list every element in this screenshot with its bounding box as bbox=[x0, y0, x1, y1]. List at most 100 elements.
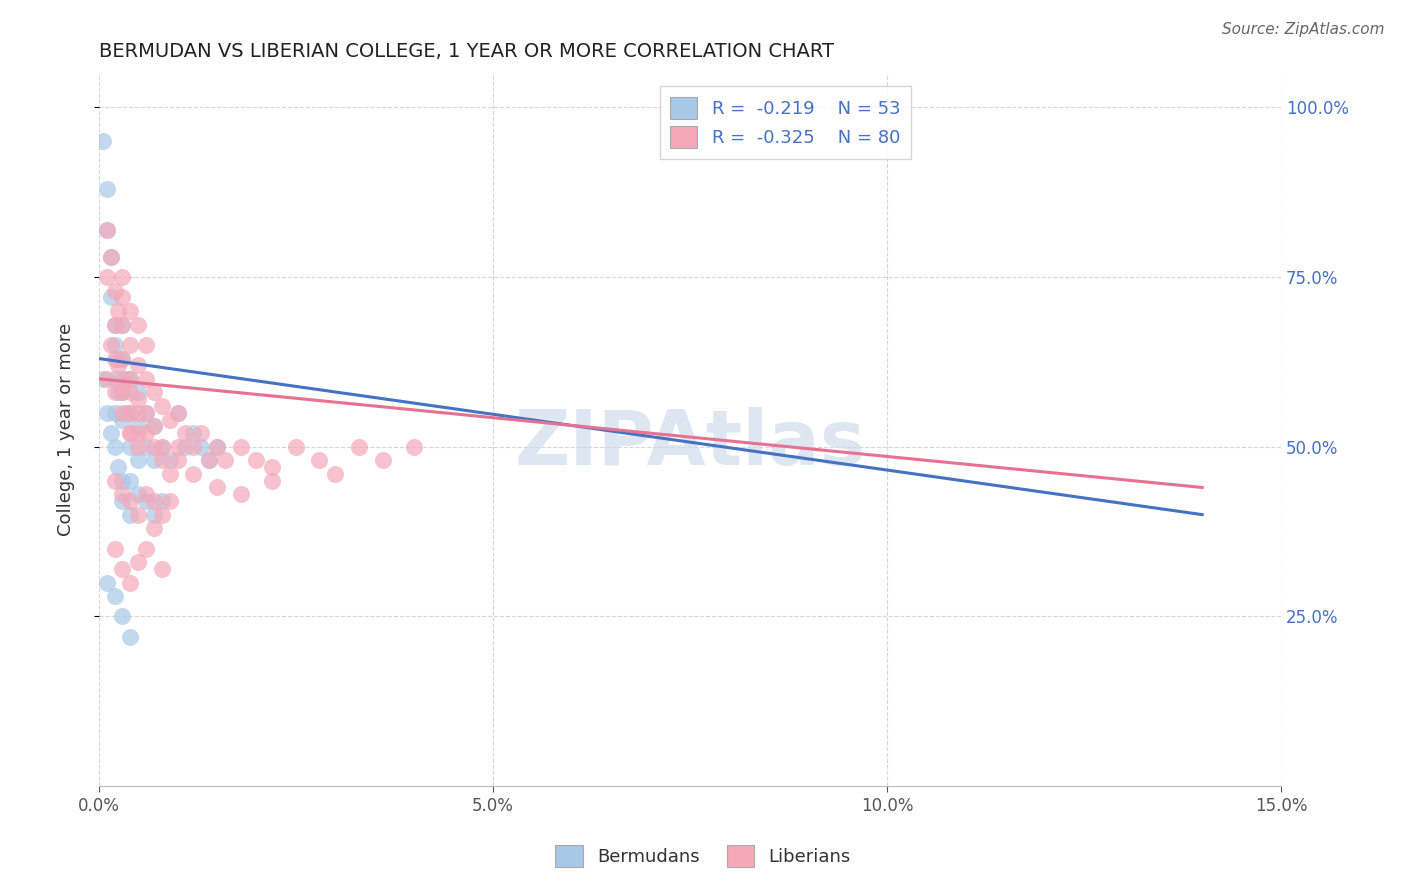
Point bbox=[96, 575, 118, 590]
Point bbox=[159, 453, 181, 467]
Point bbox=[103, 338, 125, 352]
Point bbox=[111, 494, 134, 508]
Point bbox=[107, 359, 129, 373]
Point bbox=[127, 392, 149, 407]
Point bbox=[103, 318, 125, 332]
Point bbox=[127, 419, 149, 434]
Point bbox=[96, 222, 118, 236]
Point bbox=[135, 406, 157, 420]
Point bbox=[115, 406, 138, 420]
Point bbox=[91, 134, 114, 148]
Text: BERMUDAN VS LIBERIAN COLLEGE, 1 YEAR OR MORE CORRELATION CHART: BERMUDAN VS LIBERIAN COLLEGE, 1 YEAR OR … bbox=[98, 42, 834, 61]
Point bbox=[347, 440, 370, 454]
Point bbox=[111, 385, 134, 400]
Point bbox=[127, 426, 149, 441]
Point bbox=[183, 426, 205, 441]
Text: ZIPAtlas: ZIPAtlas bbox=[515, 407, 866, 481]
Point bbox=[111, 270, 134, 285]
Point bbox=[166, 453, 188, 467]
Point bbox=[111, 318, 134, 332]
Point bbox=[120, 406, 142, 420]
Point bbox=[262, 460, 284, 475]
Point bbox=[135, 338, 157, 352]
Point bbox=[205, 440, 228, 454]
Point bbox=[111, 351, 134, 366]
Point bbox=[120, 508, 142, 522]
Point bbox=[166, 406, 188, 420]
Point bbox=[135, 440, 157, 454]
Point bbox=[120, 630, 142, 644]
Point bbox=[111, 412, 134, 426]
Point bbox=[96, 270, 118, 285]
Point bbox=[127, 440, 149, 454]
Point bbox=[143, 419, 166, 434]
Point bbox=[96, 372, 118, 386]
Point bbox=[127, 406, 149, 420]
Point bbox=[127, 555, 149, 569]
Point bbox=[143, 508, 166, 522]
Point bbox=[198, 453, 221, 467]
Point bbox=[402, 440, 425, 454]
Point bbox=[143, 440, 166, 454]
Point bbox=[120, 426, 142, 441]
Point bbox=[103, 541, 125, 556]
Point bbox=[150, 562, 173, 576]
Point bbox=[135, 426, 157, 441]
Point bbox=[120, 474, 142, 488]
Point bbox=[229, 440, 252, 454]
Point bbox=[150, 399, 173, 413]
Point bbox=[135, 372, 157, 386]
Point bbox=[91, 372, 114, 386]
Point bbox=[111, 406, 134, 420]
Point bbox=[111, 290, 134, 304]
Point bbox=[205, 481, 228, 495]
Text: Source: ZipAtlas.com: Source: ZipAtlas.com bbox=[1222, 22, 1385, 37]
Point bbox=[143, 453, 166, 467]
Point bbox=[308, 453, 330, 467]
Point bbox=[111, 487, 134, 501]
Point bbox=[159, 412, 181, 426]
Point bbox=[120, 406, 142, 420]
Point bbox=[120, 440, 142, 454]
Point bbox=[284, 440, 307, 454]
Point bbox=[120, 494, 142, 508]
Point bbox=[103, 385, 125, 400]
Point bbox=[150, 453, 173, 467]
Point bbox=[111, 609, 134, 624]
Point bbox=[150, 494, 173, 508]
Point bbox=[120, 338, 142, 352]
Point bbox=[150, 508, 173, 522]
Point bbox=[107, 385, 129, 400]
Point bbox=[127, 508, 149, 522]
Point bbox=[174, 426, 197, 441]
Point bbox=[115, 372, 138, 386]
Point bbox=[245, 453, 267, 467]
Point bbox=[127, 385, 149, 400]
Point bbox=[143, 521, 166, 535]
Point bbox=[135, 541, 157, 556]
Point bbox=[103, 406, 125, 420]
Point bbox=[96, 222, 118, 236]
Point bbox=[135, 406, 157, 420]
Point bbox=[205, 440, 228, 454]
Point bbox=[100, 250, 122, 264]
Point bbox=[143, 419, 166, 434]
Legend: Bermudans, Liberians: Bermudans, Liberians bbox=[548, 838, 858, 874]
Point bbox=[100, 290, 122, 304]
Point bbox=[127, 453, 149, 467]
Point bbox=[120, 372, 142, 386]
Point bbox=[183, 467, 205, 481]
Point bbox=[214, 453, 236, 467]
Point bbox=[100, 250, 122, 264]
Point bbox=[100, 338, 122, 352]
Y-axis label: College, 1 year or more: College, 1 year or more bbox=[58, 323, 75, 536]
Point bbox=[103, 589, 125, 603]
Point bbox=[371, 453, 394, 467]
Point bbox=[100, 426, 122, 441]
Point bbox=[107, 304, 129, 318]
Point bbox=[120, 575, 142, 590]
Point bbox=[111, 351, 134, 366]
Point bbox=[96, 406, 118, 420]
Point bbox=[150, 440, 173, 454]
Point bbox=[103, 284, 125, 298]
